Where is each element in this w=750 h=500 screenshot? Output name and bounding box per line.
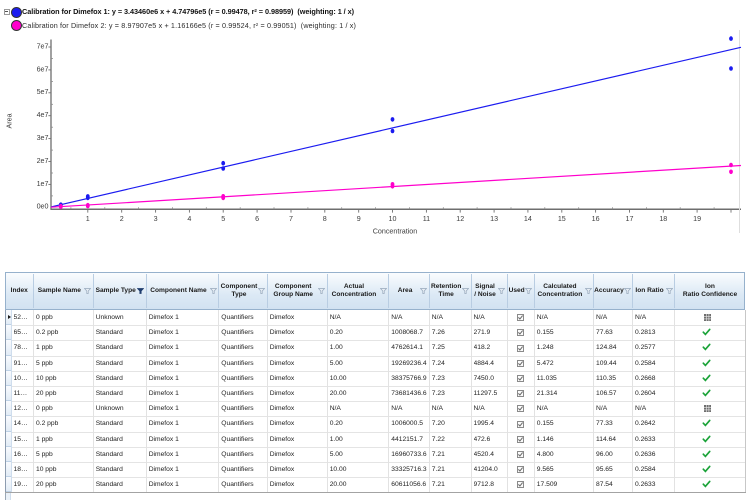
svg-text:5: 5 — [221, 215, 225, 223]
svg-text:17: 17 — [626, 215, 634, 223]
svg-text:18: 18 — [659, 215, 667, 223]
svg-text:0e0: 0e0 — [37, 203, 49, 211]
svg-text:9: 9 — [357, 215, 361, 223]
svg-text:2e7: 2e7 — [37, 157, 49, 165]
svg-text:10: 10 — [389, 215, 397, 223]
svg-text:7: 7 — [289, 215, 293, 223]
svg-text:5e7: 5e7 — [37, 88, 49, 96]
svg-text:11: 11 — [423, 215, 430, 223]
svg-text:12: 12 — [456, 215, 464, 223]
svg-text:1: 1 — [86, 215, 90, 223]
svg-text:6e7: 6e7 — [37, 65, 49, 73]
svg-text:4e7: 4e7 — [37, 111, 49, 119]
svg-text:16: 16 — [592, 215, 600, 223]
svg-text:6: 6 — [255, 215, 259, 223]
svg-text:15: 15 — [558, 215, 566, 223]
svg-text:7e7: 7e7 — [37, 42, 49, 50]
svg-text:14: 14 — [524, 215, 532, 223]
svg-text:8: 8 — [323, 215, 327, 223]
svg-text:Concentration: Concentration — [373, 228, 417, 236]
svg-text:1e7: 1e7 — [37, 180, 49, 188]
svg-text:13: 13 — [490, 215, 498, 223]
svg-text:3: 3 — [154, 215, 158, 223]
svg-text:19: 19 — [693, 215, 701, 223]
svg-text:Area: Area — [6, 113, 14, 128]
svg-text:3e7: 3e7 — [37, 134, 49, 142]
svg-text:2: 2 — [120, 215, 124, 223]
svg-text:4: 4 — [187, 215, 191, 223]
